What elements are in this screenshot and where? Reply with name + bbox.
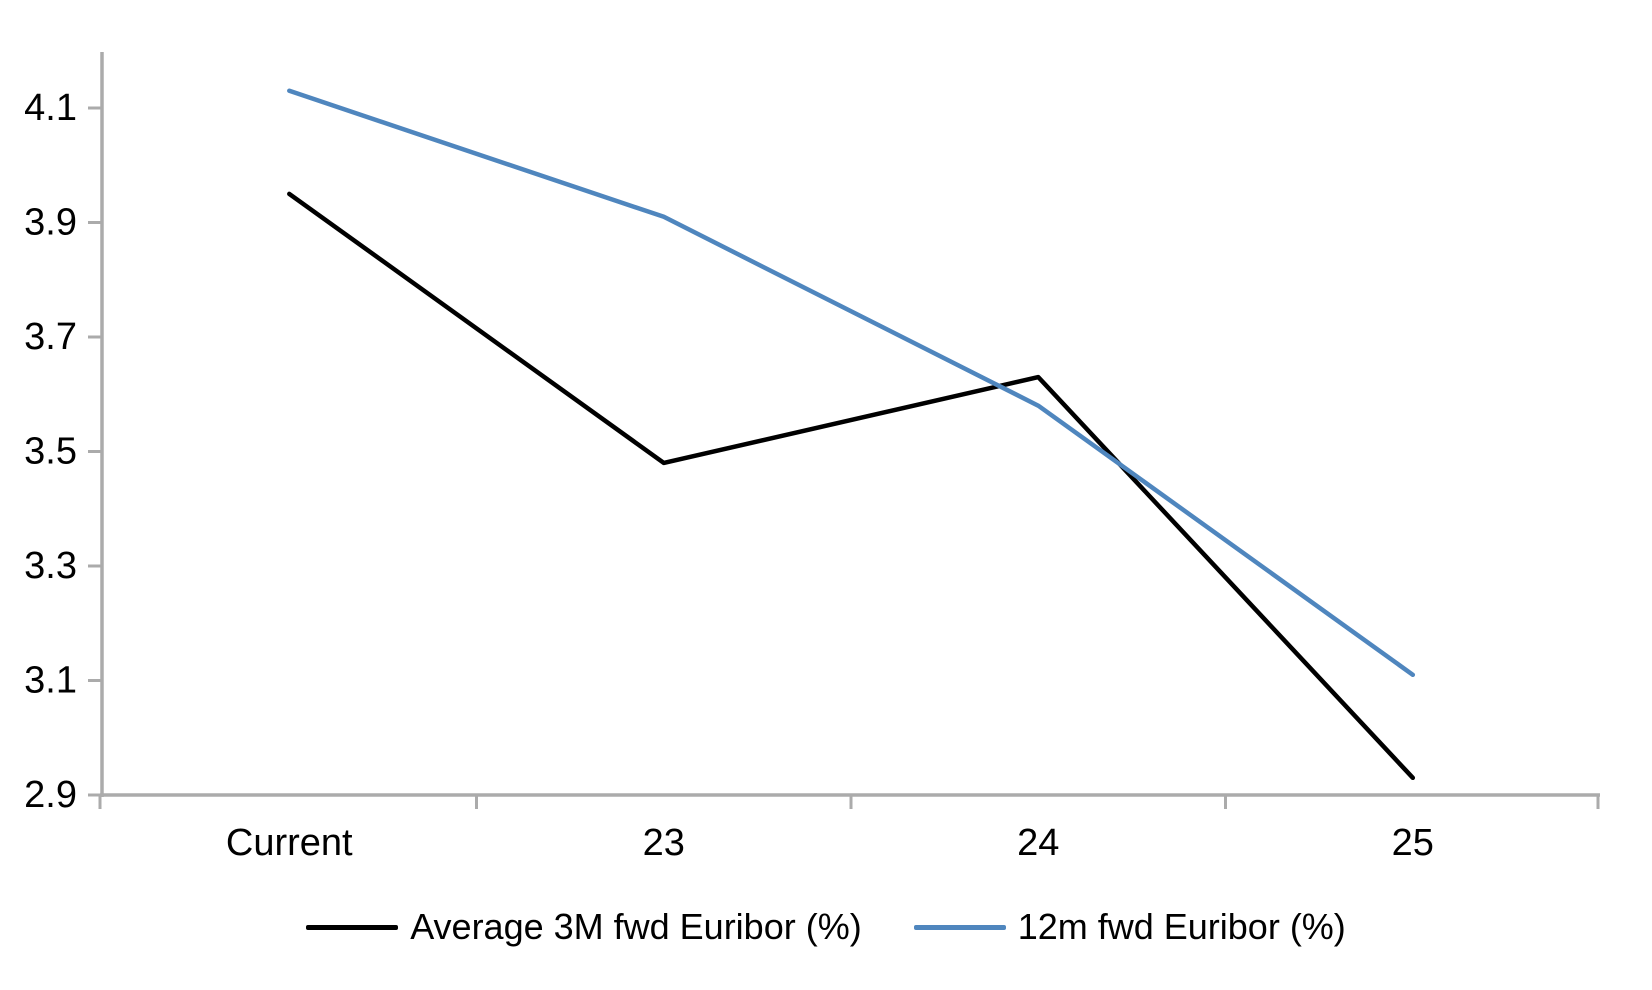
x-axis-tick-label: 24 — [1017, 822, 1059, 864]
y-axis-tick-label: 3.3 — [24, 545, 77, 587]
x-axis-tick-label: Current — [226, 822, 353, 864]
legend-label: 12m fwd Euribor (%) — [1017, 906, 1346, 947]
legend-swatch-blue-line — [913, 924, 1006, 930]
y-axis-tick-label: 3.9 — [24, 202, 77, 244]
legend-swatch-black-line — [306, 924, 399, 930]
series-line-0 — [287, 191, 1416, 781]
x-axis-tick-label: 23 — [643, 822, 685, 864]
y-axis-tick-label: 3.7 — [24, 316, 77, 358]
chart-legend: Average 3M fwd Euribor (%) 12m fwd Eurib… — [0, 906, 1652, 948]
legend-label: Average 3M fwd Euribor (%) — [410, 906, 862, 947]
legend-item-12m-fwd-euribor: 12m fwd Euribor (%) — [913, 906, 1346, 948]
y-axis-tick-label: 2.9 — [24, 774, 77, 816]
series-line-1 — [287, 88, 1416, 678]
y-axis-tick-label: 3.1 — [24, 660, 77, 702]
legend-item-average-3m-fwd-euribor: Average 3M fwd Euribor (%) — [306, 906, 862, 948]
y-axis-tick-label: 3.5 — [24, 431, 77, 473]
x-axis-tick-label: 25 — [1392, 822, 1434, 864]
y-axis-tick-label: 4.1 — [24, 87, 77, 129]
